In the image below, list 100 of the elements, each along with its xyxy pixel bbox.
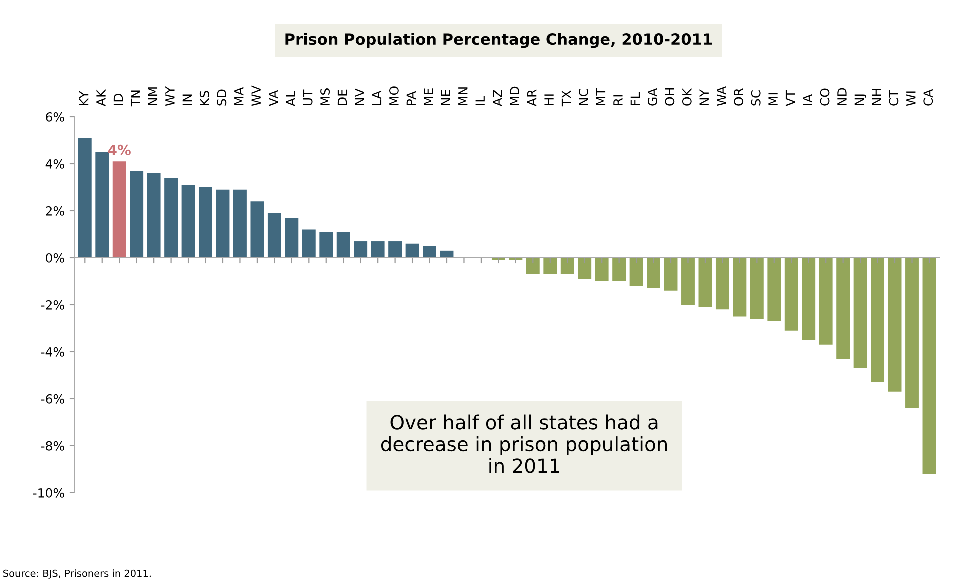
x-tick-label: GA <box>648 88 658 106</box>
x-tick-label: RI <box>614 95 623 106</box>
bar <box>698 258 712 308</box>
bar <box>112 162 126 258</box>
x-tick-label: PA <box>406 91 416 106</box>
data-label: 4% <box>108 144 131 156</box>
bar <box>836 258 850 360</box>
bar <box>96 152 110 258</box>
x-tick-label: AR <box>527 90 537 106</box>
x-tick-label: TN <box>131 90 140 107</box>
y-tick-label: 2% <box>46 206 64 216</box>
bar <box>802 258 816 340</box>
x-tick-label: TX <box>562 90 572 107</box>
x-tick-label: CT <box>889 90 899 106</box>
bar <box>388 242 402 258</box>
bar <box>733 258 747 317</box>
x-tick-label: WY <box>166 86 175 106</box>
bar <box>716 258 730 310</box>
x-tick-label: NJ <box>854 94 867 106</box>
bar <box>302 230 316 258</box>
x-tick-label: MI <box>768 93 778 106</box>
y-tick-label: 4% <box>46 159 64 169</box>
y-tick-label: 0% <box>46 253 64 263</box>
x-tick-label: HI <box>544 94 554 106</box>
bar <box>78 138 92 258</box>
bar <box>406 244 420 258</box>
x-tick-label: MD <box>510 86 520 106</box>
x-tick-label: AL <box>286 91 296 106</box>
x-tick-label: OK <box>682 88 692 106</box>
x-tick-label: MN <box>458 88 468 106</box>
bar <box>182 185 196 258</box>
source-note: Source: BJS, Prisoners in 2011. <box>4 570 151 580</box>
x-tick-label: MS <box>320 88 330 106</box>
bar <box>784 258 798 331</box>
bar <box>199 187 212 258</box>
x-tick-label: OH <box>665 88 675 106</box>
bar <box>682 258 695 305</box>
x-tick-label: SD <box>217 90 227 106</box>
bar <box>147 173 161 258</box>
bar <box>768 258 782 322</box>
bar <box>854 258 868 368</box>
x-tick-label: CA <box>924 89 934 106</box>
x-tick-label: NM <box>148 88 158 106</box>
bar <box>647 258 660 289</box>
bar <box>268 213 282 258</box>
x-tick-label: CO <box>820 88 830 106</box>
x-tick-label: MO <box>389 86 399 106</box>
x-tick-label: MA <box>234 87 244 106</box>
x-tick-label: NC <box>579 89 588 106</box>
x-tick-label: VA <box>269 90 278 106</box>
x-tick-label: OR <box>734 88 744 106</box>
y-tick-label: -8% <box>41 441 64 451</box>
x-tick-label: MT <box>596 88 606 106</box>
y-tick-label: -2% <box>41 300 64 310</box>
bar <box>612 258 626 282</box>
x-tick-label: NV <box>355 88 364 106</box>
bar <box>922 258 936 474</box>
x-tick-label: SC <box>751 90 761 106</box>
bar <box>888 258 902 392</box>
x-tick-label: WI <box>906 92 916 106</box>
x-tick-label: NH <box>872 89 882 106</box>
chart-title: Prison Population Percentage Change, 2010-2011 <box>286 33 712 48</box>
x-tick-label: ME <box>424 88 434 106</box>
y-tick-label: 6% <box>46 112 64 122</box>
y-tick-label: -6% <box>41 394 64 404</box>
bar <box>630 258 644 286</box>
bar <box>164 178 178 258</box>
bar <box>285 218 299 258</box>
bar <box>216 190 230 258</box>
annotation: Over half of all states had a decrease in prison population in 2011 <box>381 414 668 474</box>
bar <box>560 258 574 274</box>
bar <box>336 232 350 258</box>
x-tick-label: WA <box>717 86 726 106</box>
bar <box>906 258 919 408</box>
bar <box>595 258 609 282</box>
x-tick-label: VT <box>786 90 796 106</box>
x-tick-label: IA <box>803 94 812 106</box>
bar <box>320 232 334 258</box>
bar <box>354 242 368 258</box>
x-tick-label: DE <box>338 90 348 106</box>
x-tick-label: ID <box>114 94 124 106</box>
bar <box>371 242 385 258</box>
bar <box>544 258 558 274</box>
bar <box>750 258 764 320</box>
x-tick-label: IN <box>182 94 192 106</box>
bar <box>664 258 678 291</box>
bar <box>130 171 144 258</box>
y-tick-label: -4% <box>41 347 64 357</box>
bar <box>234 190 247 258</box>
x-tick-label: AZ <box>493 90 502 106</box>
bar <box>578 258 592 280</box>
x-tick-label: NE <box>441 90 450 106</box>
bar <box>871 258 885 383</box>
x-tick-label: LA <box>372 90 382 106</box>
x-tick-label: NY <box>700 90 709 106</box>
x-tick-label: KY <box>79 91 89 106</box>
x-tick-label: ND <box>838 88 847 106</box>
y-tick-label: -10% <box>33 488 64 498</box>
x-tick-label: KS <box>200 91 210 106</box>
x-tick-label: IL <box>476 96 485 106</box>
